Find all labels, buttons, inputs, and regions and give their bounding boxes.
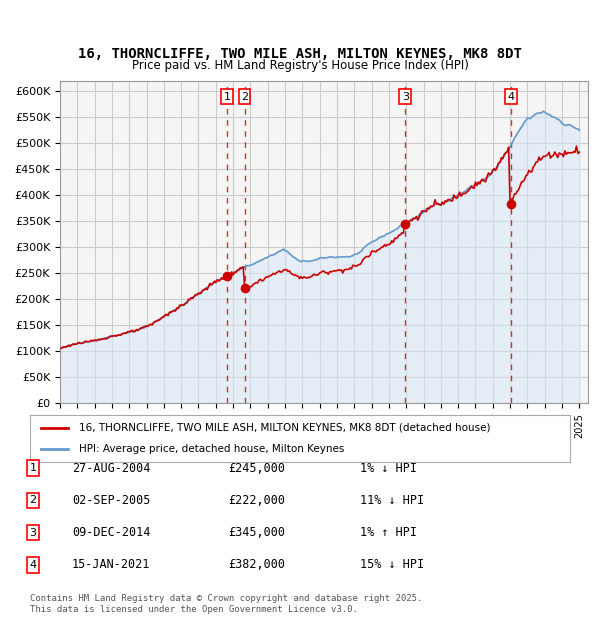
Text: 4: 4 <box>29 560 37 570</box>
Text: 1% ↓ HPI: 1% ↓ HPI <box>360 462 417 474</box>
Text: 27-AUG-2004: 27-AUG-2004 <box>72 462 151 474</box>
Text: 3: 3 <box>401 92 409 102</box>
Text: 2: 2 <box>241 92 248 102</box>
Text: £382,000: £382,000 <box>228 559 285 571</box>
Text: 1: 1 <box>29 463 37 473</box>
Text: 15% ↓ HPI: 15% ↓ HPI <box>360 559 424 571</box>
Text: £222,000: £222,000 <box>228 494 285 507</box>
Text: Price paid vs. HM Land Registry's House Price Index (HPI): Price paid vs. HM Land Registry's House … <box>131 59 469 72</box>
Text: 2: 2 <box>29 495 37 505</box>
Text: 16, THORNCLIFFE, TWO MILE ASH, MILTON KEYNES, MK8 8DT: 16, THORNCLIFFE, TWO MILE ASH, MILTON KE… <box>78 46 522 61</box>
Text: 4: 4 <box>507 92 514 102</box>
Text: 3: 3 <box>29 528 37 538</box>
Text: £245,000: £245,000 <box>228 462 285 474</box>
Text: 09-DEC-2014: 09-DEC-2014 <box>72 526 151 539</box>
Text: 1: 1 <box>224 92 230 102</box>
Text: 1% ↑ HPI: 1% ↑ HPI <box>360 526 417 539</box>
Text: £345,000: £345,000 <box>228 526 285 539</box>
Text: Contains HM Land Registry data © Crown copyright and database right 2025.
This d: Contains HM Land Registry data © Crown c… <box>30 595 422 614</box>
Text: 15-JAN-2021: 15-JAN-2021 <box>72 559 151 571</box>
Text: 11% ↓ HPI: 11% ↓ HPI <box>360 494 424 507</box>
Text: HPI: Average price, detached house, Milton Keynes: HPI: Average price, detached house, Milt… <box>79 445 344 454</box>
Text: 16, THORNCLIFFE, TWO MILE ASH, MILTON KEYNES, MK8 8DT (detached house): 16, THORNCLIFFE, TWO MILE ASH, MILTON KE… <box>79 423 490 433</box>
Text: 02-SEP-2005: 02-SEP-2005 <box>72 494 151 507</box>
